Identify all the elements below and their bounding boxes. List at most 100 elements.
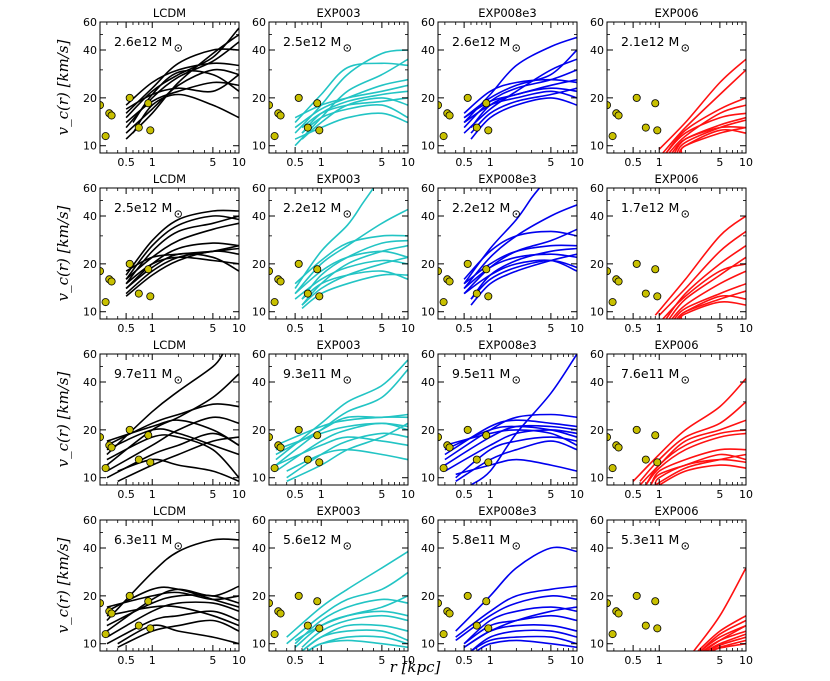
halo-mass-label: 5.8e11 M (452, 532, 510, 547)
observed-point (125, 93, 134, 102)
x-tick-label: 1 (487, 488, 494, 501)
panel-exp006-row4: EXP006 0.5 1 5 10 10 20 40 60 5.3e11 M (590, 504, 753, 667)
halo-mass-label: 2.6e12 M (114, 34, 172, 49)
rotation-curve-line (470, 259, 577, 300)
observed-point (101, 132, 110, 141)
x-tick-label: 1 (656, 654, 663, 667)
solar-mass-icon (681, 376, 689, 384)
y-tick-label: 60 (590, 182, 604, 195)
x-tick-label: 1 (656, 488, 663, 501)
panel-frame (437, 353, 578, 486)
observed-point (651, 99, 660, 108)
observed-point (463, 93, 472, 102)
y-tick-label: 10 (83, 140, 97, 153)
solar-mass-icon-dot (177, 379, 180, 381)
y-tick-label: 20 (421, 424, 435, 437)
observed-point (439, 464, 448, 473)
curve-group (294, 49, 408, 147)
halo-mass-label: 2.6e12 M (452, 34, 510, 49)
rotation-curve-line (678, 128, 746, 153)
x-tick-label: 10 (570, 322, 584, 335)
observed-point (641, 455, 650, 464)
rotation-curve-line (301, 629, 408, 651)
rotation-curve-line (125, 62, 239, 106)
observed-point (482, 265, 491, 274)
curve-group (125, 27, 239, 140)
observed-point (438, 433, 442, 442)
observed-point (125, 591, 134, 600)
rotation-curve-line (463, 253, 577, 290)
y-tick-label: 40 (252, 44, 266, 57)
observed-point (445, 277, 454, 286)
x-tick-label: 10 (739, 156, 753, 169)
rotation-curve-line (125, 252, 239, 290)
rotation-curve-line (632, 378, 746, 482)
observed-point (144, 431, 153, 440)
rotation-curve-line (106, 434, 239, 479)
observed-point (641, 621, 650, 630)
x-tick-label: 10 (401, 156, 415, 169)
rotation-curve-line (125, 242, 239, 290)
x-tick-label: 1 (149, 322, 156, 335)
y-tick-label: 20 (252, 258, 266, 271)
y-tick-label: 60 (252, 514, 266, 527)
rotation-curve-line (294, 598, 408, 645)
x-tick-label: 1 (318, 322, 325, 335)
y-tick-label: 20 (252, 590, 266, 603)
observed-point (269, 599, 273, 608)
x-tick-label: 1 (318, 156, 325, 169)
halo-mass-label: 2.2e12 M (452, 200, 510, 215)
observed-point (632, 259, 641, 268)
x-tick-label: 5 (209, 322, 216, 335)
observed-point (651, 597, 660, 606)
panel-title: EXP003 (316, 338, 360, 352)
panel-title: LCDM (153, 338, 186, 352)
y-axis-label: v_c(r) [km/s] (54, 39, 72, 135)
panel-title: EXP006 (654, 504, 698, 518)
y-tick-label: 10 (83, 638, 97, 651)
y-axis-label: v_c(r) [km/s] (54, 537, 72, 633)
observed-point (484, 458, 493, 467)
y-tick-label: 20 (421, 258, 435, 271)
observation-points (607, 259, 662, 307)
observed-point (608, 132, 617, 141)
x-tick-label: 10 (739, 488, 753, 501)
observed-point (270, 464, 279, 473)
rotation-curve-line (668, 256, 746, 319)
rotation-curve-line (106, 605, 239, 627)
rotation-curve-line (654, 215, 746, 316)
x-tick-label: 10 (401, 654, 415, 667)
panel-exp008e3-row1: EXP008e3 0.5 1 5 10 10 20 40 60 2.6e12 M (421, 6, 584, 169)
curve-group (294, 188, 408, 310)
solar-mass-icon (343, 376, 351, 384)
x-tick-label: 1 (318, 654, 325, 667)
observed-point (125, 425, 134, 434)
panel-frame (268, 21, 409, 154)
rotation-curve-line (301, 273, 408, 310)
observed-point (482, 99, 491, 108)
rotation-curve-line (125, 222, 239, 280)
rotation-curve-line (275, 368, 408, 466)
rotation-curve-line (455, 440, 577, 482)
y-tick-label: 60 (83, 348, 97, 361)
rotation-curve-line (275, 416, 408, 447)
y-tick-label: 60 (421, 182, 435, 195)
rotation-curve-line (463, 606, 577, 648)
rotation-curve-line (275, 359, 408, 461)
panel-exp003-row3: EXP003 0.5 1 5 10 10 20 40 60 9.3e11 M (252, 338, 415, 501)
y-tick-label: 20 (421, 590, 435, 603)
y-tick-label: 60 (421, 514, 435, 527)
rotation-curve-line (106, 601, 239, 638)
x-tick-label: 10 (232, 322, 246, 335)
rotation-curve-line (106, 403, 239, 447)
x-tick-label: 5 (716, 488, 723, 501)
curve-group (463, 188, 577, 306)
y-tick-label: 60 (252, 348, 266, 361)
x-tick-label: 5 (209, 156, 216, 169)
x-tick-label: 5 (378, 156, 385, 169)
y-tick-label: 10 (421, 306, 435, 319)
observed-point (101, 630, 110, 639)
rotation-curve-line (275, 436, 408, 466)
y-tick-label: 40 (83, 44, 97, 57)
observed-point (438, 599, 442, 608)
